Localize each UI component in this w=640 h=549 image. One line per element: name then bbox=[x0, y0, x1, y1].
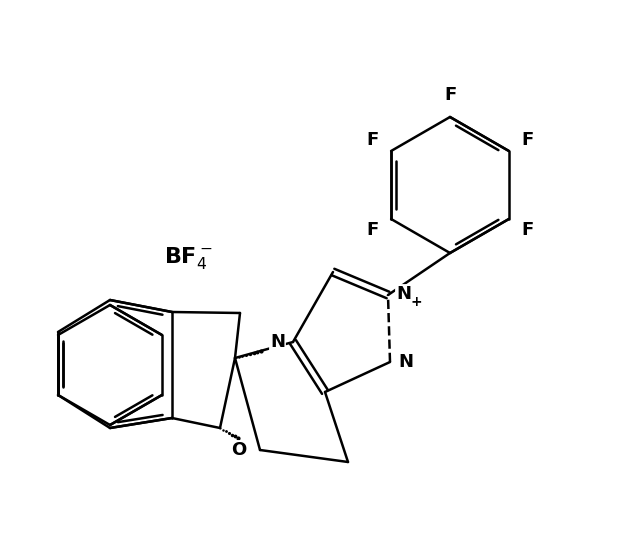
Text: BF$_4^-$: BF$_4^-$ bbox=[164, 245, 212, 271]
Text: F: F bbox=[366, 221, 378, 239]
Text: F: F bbox=[444, 86, 456, 104]
Text: N: N bbox=[270, 333, 285, 351]
Text: F: F bbox=[522, 221, 534, 239]
Text: N: N bbox=[396, 285, 411, 303]
Text: N: N bbox=[398, 353, 413, 371]
Text: F: F bbox=[366, 131, 378, 149]
Text: +: + bbox=[411, 295, 422, 309]
Text: O: O bbox=[231, 441, 246, 459]
Text: F: F bbox=[522, 131, 534, 149]
